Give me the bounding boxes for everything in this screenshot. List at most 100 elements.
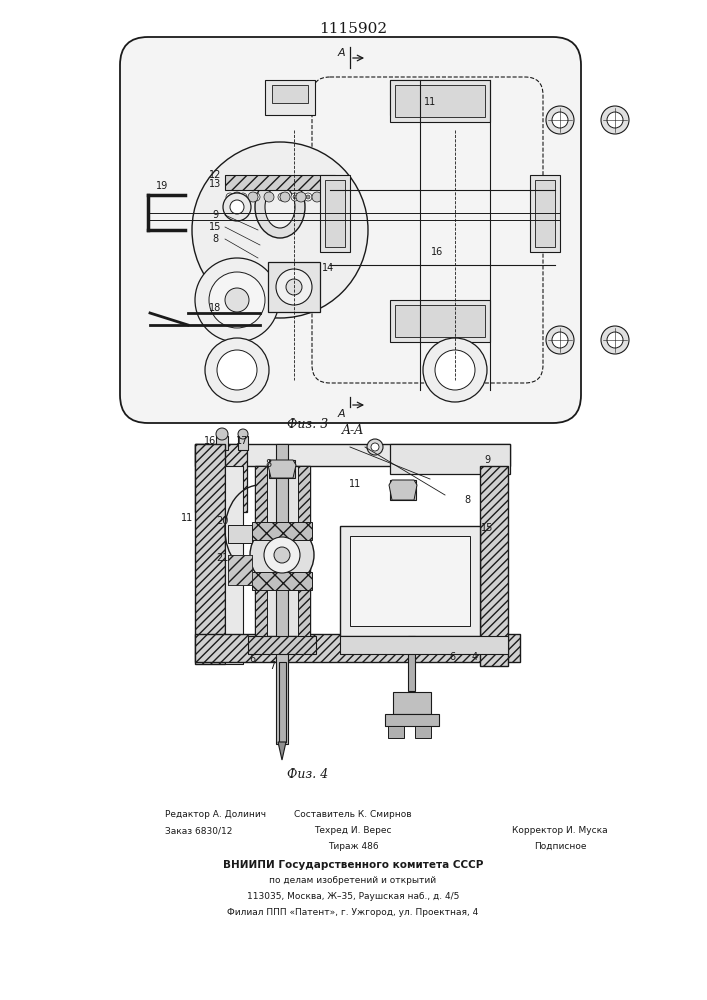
- Text: 7: 7: [269, 661, 275, 671]
- Circle shape: [250, 523, 314, 587]
- Bar: [276, 444, 288, 744]
- Circle shape: [223, 193, 251, 221]
- Circle shape: [232, 192, 242, 202]
- Circle shape: [328, 192, 338, 202]
- Circle shape: [280, 195, 284, 199]
- Circle shape: [601, 326, 629, 354]
- Text: 14: 14: [322, 263, 334, 273]
- Circle shape: [195, 258, 279, 342]
- Circle shape: [280, 192, 290, 202]
- Text: 16: 16: [204, 436, 216, 446]
- Bar: [252, 572, 312, 590]
- Bar: [279, 662, 286, 742]
- Circle shape: [286, 279, 302, 295]
- Text: 8: 8: [265, 459, 271, 469]
- Text: 113035, Москва, Ж–35, Раушская наб., д. 4/5: 113035, Москва, Ж–35, Раушская наб., д. …: [247, 892, 459, 901]
- Bar: [480, 466, 508, 666]
- Circle shape: [264, 192, 274, 202]
- Circle shape: [371, 443, 379, 451]
- Bar: [248, 636, 316, 654]
- Text: 15: 15: [209, 222, 221, 232]
- Circle shape: [601, 106, 629, 134]
- Bar: [388, 726, 404, 738]
- Ellipse shape: [265, 186, 295, 228]
- Bar: [195, 444, 225, 664]
- Text: 21: 21: [216, 553, 228, 563]
- Circle shape: [319, 195, 323, 199]
- Text: Физ. 3: Физ. 3: [287, 418, 329, 431]
- Bar: [225, 466, 243, 664]
- Circle shape: [332, 195, 336, 199]
- Text: 17: 17: [236, 436, 248, 446]
- Circle shape: [252, 193, 260, 201]
- Text: 15: 15: [481, 523, 493, 533]
- Circle shape: [435, 350, 475, 390]
- Bar: [268, 262, 320, 312]
- Circle shape: [296, 192, 306, 202]
- Circle shape: [546, 106, 574, 134]
- Text: 16: 16: [431, 247, 443, 257]
- Circle shape: [552, 112, 568, 128]
- Bar: [238, 436, 248, 450]
- Bar: [340, 636, 508, 654]
- Circle shape: [607, 332, 623, 348]
- Circle shape: [226, 193, 234, 201]
- Text: 6: 6: [249, 654, 255, 664]
- Bar: [390, 300, 490, 342]
- Polygon shape: [278, 742, 286, 760]
- Circle shape: [264, 537, 300, 573]
- Text: Подписное: Подписное: [534, 842, 586, 851]
- Circle shape: [552, 332, 568, 348]
- Circle shape: [254, 195, 258, 199]
- Text: 8: 8: [212, 234, 218, 244]
- Circle shape: [238, 429, 248, 439]
- Text: 4: 4: [472, 652, 478, 662]
- Text: по делам изобретений и открытий: по делам изобретений и открытий: [269, 876, 436, 885]
- Circle shape: [291, 193, 299, 201]
- Text: 18: 18: [209, 303, 221, 313]
- Bar: [272, 85, 308, 103]
- Circle shape: [367, 439, 383, 455]
- Text: 9: 9: [484, 455, 490, 465]
- Circle shape: [239, 193, 247, 201]
- Bar: [385, 714, 439, 726]
- Bar: [415, 726, 431, 738]
- Bar: [390, 80, 490, 122]
- Bar: [320, 175, 350, 252]
- Bar: [340, 526, 480, 636]
- Text: 11: 11: [349, 479, 361, 489]
- Circle shape: [330, 193, 338, 201]
- Bar: [408, 636, 415, 691]
- FancyBboxPatch shape: [120, 37, 581, 423]
- Bar: [395, 85, 485, 117]
- Bar: [395, 305, 485, 337]
- Text: 12: 12: [209, 170, 221, 180]
- Text: 8: 8: [464, 495, 470, 505]
- Text: Редактор А. Долинич: Редактор А. Долинич: [165, 810, 266, 819]
- Bar: [390, 480, 416, 500]
- Circle shape: [205, 338, 269, 402]
- Bar: [397, 85, 438, 103]
- Circle shape: [230, 200, 244, 214]
- Bar: [535, 180, 555, 247]
- Bar: [195, 444, 510, 466]
- Text: 6: 6: [449, 652, 455, 662]
- Bar: [393, 692, 431, 714]
- Polygon shape: [389, 480, 417, 500]
- Circle shape: [248, 192, 258, 202]
- Text: Тираж 486: Тираж 486: [327, 842, 378, 851]
- Text: 11: 11: [181, 513, 193, 523]
- Text: ВНИИПИ Государственного комитета СССР: ВНИИПИ Государственного комитета СССР: [223, 860, 483, 870]
- Bar: [255, 466, 310, 636]
- Circle shape: [267, 195, 271, 199]
- Text: 19: 19: [156, 181, 168, 191]
- Text: 20: 20: [216, 516, 228, 526]
- Bar: [269, 460, 295, 478]
- Bar: [225, 175, 335, 190]
- Bar: [265, 80, 315, 115]
- Circle shape: [423, 338, 487, 402]
- Circle shape: [192, 142, 368, 318]
- Circle shape: [306, 195, 310, 199]
- Circle shape: [274, 547, 290, 563]
- Bar: [350, 536, 470, 626]
